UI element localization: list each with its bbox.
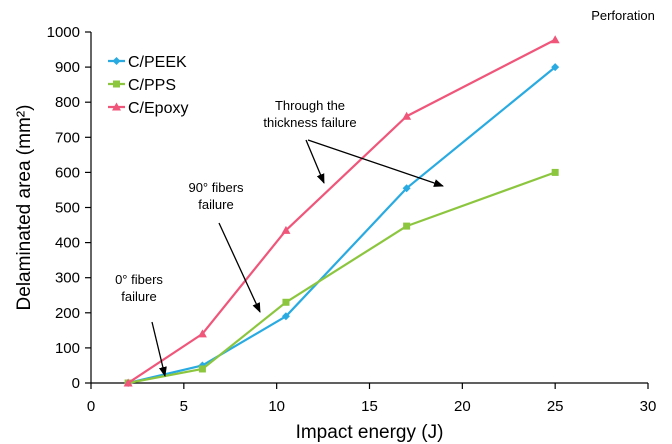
data-point-c-pps <box>282 298 290 306</box>
x-tick-label: 30 <box>640 398 657 415</box>
series-line-c-epoxy <box>127 38 556 384</box>
y-tick-label: 0 <box>72 375 80 392</box>
annotation-text-perforation: Perforation <box>591 8 655 23</box>
data-point-c-epoxy <box>123 378 133 387</box>
legend-item-c-peek: C/PEEK <box>108 54 187 71</box>
annotation-through-thickness: Through the thickness failure <box>263 98 356 130</box>
annotation-text-ninety-fibers: failure <box>198 197 233 212</box>
series-line-c-pps <box>127 171 556 385</box>
series-c-pps <box>124 168 559 387</box>
x-tick-label: 5 <box>180 398 188 415</box>
series-c-epoxy <box>123 35 560 387</box>
legend-item-c-epoxy: C/Epoxy <box>108 100 188 117</box>
data-point-c-epoxy <box>281 225 291 234</box>
y-tick-label: 100 <box>55 340 80 357</box>
arrow-through-thickness-left <box>305 139 325 184</box>
y-tick-label: 500 <box>55 200 80 217</box>
x-tick-label: 20 <box>454 398 471 415</box>
y-axis-title: Delaminated area (mm²) <box>14 105 35 311</box>
legend: C/PEEK C/PPS C/Epoxy <box>108 54 188 117</box>
arrow-zero-fibers <box>151 321 167 377</box>
legend-marker-c-epoxy <box>112 102 121 111</box>
x-tick-label: 0 <box>87 398 95 415</box>
legend-item-c-pps: C/PPS <box>108 77 176 94</box>
annotation-text-zero-fibers: failure <box>121 289 156 304</box>
data-point-c-peek <box>281 312 290 321</box>
y-tick-label: 1000 <box>47 24 80 41</box>
x-tick-label: 10 <box>268 398 285 415</box>
annotation-ninety-fibers: 90° fibers failure <box>188 180 244 212</box>
legend-label-c-pps: C/PPS <box>128 77 176 94</box>
legend-marker-c-peek <box>112 57 121 65</box>
data-point-c-pps <box>551 168 559 176</box>
legend-marker-c-pps <box>113 80 120 88</box>
data-point-c-epoxy <box>550 35 560 44</box>
annotation-zero-fibers: 0° fibers failure <box>115 272 163 304</box>
data-point-c-peek <box>551 63 560 72</box>
x-tick-label: 25 <box>547 398 564 415</box>
y-tick-label: 200 <box>55 305 80 322</box>
data-point-c-pps <box>403 222 411 230</box>
annotation-text-through-thickness: thickness failure <box>263 115 356 130</box>
y-tick-label: 300 <box>55 270 80 287</box>
axes: 0 100 200 300 400 500 600 700 800 900 1000 0 5 10 15 20… <box>14 24 656 443</box>
annotation-perforation: Perforation <box>591 8 655 23</box>
legend-label-c-peek: C/PEEK <box>128 54 187 71</box>
annotations: Perforation 0° fibers failure 90° fibers fai… <box>115 8 655 377</box>
annotation-text-ninety-fibers: 90° fibers <box>188 180 244 195</box>
data-point-c-pps <box>198 365 206 373</box>
y-tick-label: 700 <box>55 129 80 146</box>
annotation-text-through-thickness: Through the <box>275 98 345 113</box>
legend-label-c-epoxy: C/Epoxy <box>128 100 188 117</box>
annotation-text-zero-fibers: 0° fibers <box>115 272 163 287</box>
y-tick-label: 900 <box>55 59 80 76</box>
series-layer <box>123 35 560 387</box>
x-tick-label: 15 <box>361 398 378 415</box>
data-point-c-peek <box>402 184 411 193</box>
data-point-c-epoxy <box>402 111 412 120</box>
y-tick-label: 800 <box>55 94 80 111</box>
data-point-c-epoxy <box>197 329 207 338</box>
y-tick-label: 400 <box>55 235 80 252</box>
arrow-ninety-fibers <box>218 222 261 313</box>
arrow-through-thickness-right <box>307 139 444 187</box>
y-tick-label: 600 <box>55 164 80 181</box>
x-axis-title: Impact energy (J) <box>296 422 444 443</box>
